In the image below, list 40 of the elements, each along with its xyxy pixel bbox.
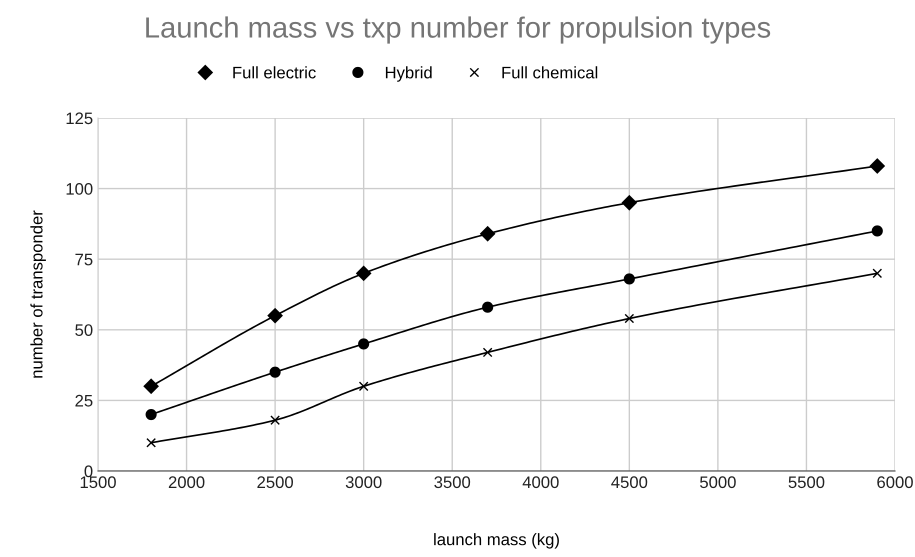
x-tick-label: 6000 — [877, 476, 913, 488]
y-tick-label: 125 — [66, 112, 92, 124]
point — [270, 415, 280, 426]
point — [870, 158, 885, 174]
chart-title: Launch mass vs txp number for propulsion types — [146, 16, 770, 44]
point — [872, 225, 883, 237]
x-tick-label: 1500 — [80, 476, 116, 488]
point — [358, 381, 369, 392]
point — [144, 378, 159, 394]
y-tick-label: 100 — [66, 183, 92, 195]
legend-label: Full chemical — [502, 66, 598, 78]
y-tick-label: 75 — [75, 254, 92, 266]
point — [482, 348, 493, 358]
x-tick-label: 3000 — [346, 476, 382, 488]
y-tick-label: 25 — [75, 394, 92, 407]
point — [482, 302, 494, 313]
y-tick-label: 50 — [75, 324, 92, 336]
point — [622, 195, 637, 210]
x-tick-label: 5500 — [788, 476, 824, 488]
x-tick-label: 5000 — [700, 476, 736, 488]
x-tick-label: 4000 — [522, 476, 559, 488]
point — [146, 408, 157, 420]
x-tick-label: 2000 — [168, 476, 204, 488]
point — [146, 438, 156, 448]
point — [624, 314, 634, 324]
y-axis-title: number of transponder — [30, 210, 46, 378]
point — [358, 338, 370, 350]
x-axis-title: launch mass (kg) — [434, 533, 559, 549]
y-tick-label: 0 — [84, 465, 92, 478]
point — [480, 226, 496, 242]
point — [872, 268, 882, 278]
point — [624, 273, 635, 285]
point — [356, 266, 372, 281]
x-tick-label: 2500 — [257, 476, 293, 488]
x-tick-label: 4500 — [611, 476, 648, 488]
legend-label: Full electric — [233, 66, 316, 78]
legend-label: Hybrid — [386, 66, 432, 82]
point — [270, 366, 281, 378]
x-tick-label: 3500 — [434, 476, 470, 488]
point — [268, 308, 283, 324]
